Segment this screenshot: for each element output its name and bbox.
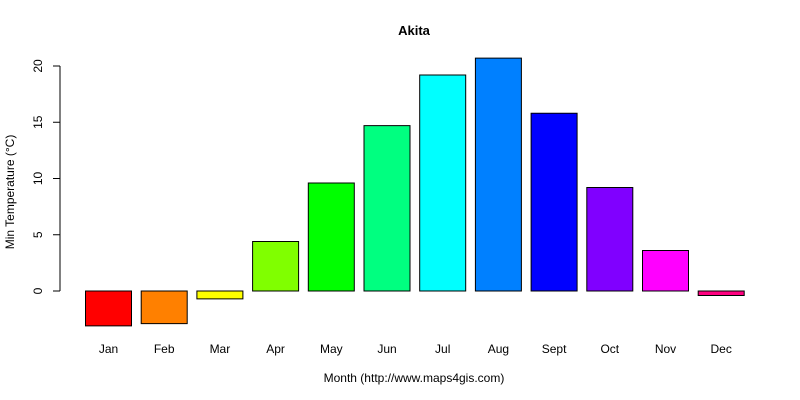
bar-feb	[140, 290, 188, 325]
x-tick-label: May	[320, 342, 343, 356]
x-tick-label: Jan	[99, 342, 118, 356]
x-tick-label: Sept	[542, 342, 567, 356]
bar-jul	[419, 74, 467, 292]
chart-title: Akita	[398, 23, 431, 38]
bar-nov	[642, 250, 689, 292]
x-tick-label: Jul	[435, 342, 450, 356]
x-tick-label: Apr	[266, 342, 285, 356]
bar-apr	[252, 241, 300, 292]
y-tick-label: 20	[31, 59, 45, 73]
y-tick-label: 5	[31, 231, 45, 238]
y-tick-label: 10	[31, 172, 45, 186]
x-tick-label: Oct	[600, 342, 619, 356]
bar-may	[307, 182, 355, 292]
x-tick-label: Feb	[154, 342, 175, 356]
bar-dec	[697, 290, 745, 296]
x-tick-label: Nov	[655, 342, 676, 356]
y-axis: 0 5 10 15 20	[31, 59, 61, 294]
x-tick-label: Dec	[711, 342, 732, 356]
y-tick-label: 15	[31, 115, 45, 129]
bar-aug	[474, 57, 522, 292]
x-axis-label: Month (http://www.maps4gis.com)	[324, 371, 505, 385]
bar-jun	[363, 125, 411, 292]
bar-mar	[196, 290, 244, 300]
x-tick-label: Jun	[377, 342, 396, 356]
y-axis-label: Min Temperature (°C)	[3, 135, 17, 250]
bar-jan	[85, 290, 132, 327]
x-tick-labels: Jan Feb Mar Apr May Jun Jul Aug Sept Oct Nov Dec	[99, 342, 732, 356]
bar-oct	[586, 187, 634, 292]
y-tick-label: 0	[31, 287, 45, 294]
bar-sept	[530, 112, 578, 292]
x-tick-label: Mar	[210, 342, 231, 356]
bars-group	[85, 57, 745, 327]
x-tick-label: Aug	[488, 342, 509, 356]
